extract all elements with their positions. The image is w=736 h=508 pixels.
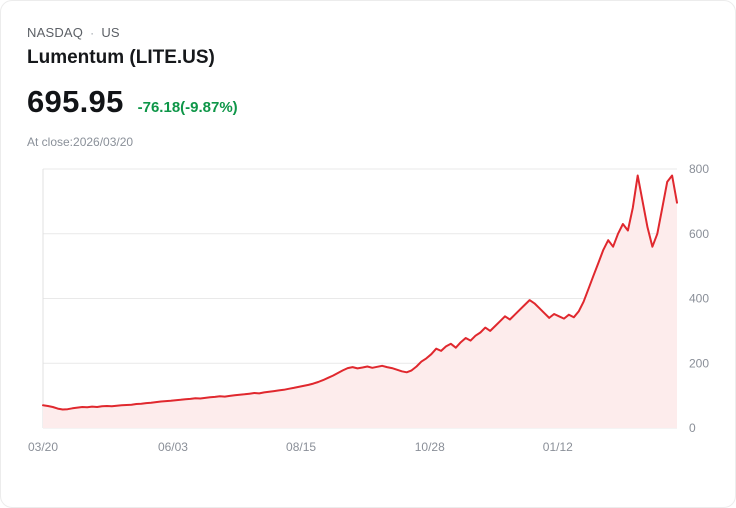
region-label: US xyxy=(101,25,120,40)
price-value: 695.95 xyxy=(27,84,124,119)
price-area xyxy=(43,175,677,428)
price-row: 695.95 -76.18(-9.87%) xyxy=(27,84,709,120)
x-axis-label: 01/12 xyxy=(543,440,573,454)
price-chart[interactable]: 0 200 400 600 800 03/20 06/03 08/15 10/28 01/12 xyxy=(17,159,719,461)
y-axis-label: 400 xyxy=(689,292,709,306)
y-axis-label: 0 xyxy=(689,421,696,435)
exchange-label: NASDAQ xyxy=(27,25,84,40)
x-axis-label: 08/15 xyxy=(286,440,316,454)
x-axis-label: 06/03 xyxy=(158,440,188,454)
separator-dot: · xyxy=(90,25,95,40)
close-time-note: At close:2026/03/20 xyxy=(27,135,134,149)
y-axis-label: 600 xyxy=(689,227,709,241)
price-chart-svg[interactable]: 0 200 400 600 800 03/20 06/03 08/15 10/28 01/12 xyxy=(17,159,721,461)
x-axis-label: 10/28 xyxy=(415,440,445,454)
y-axis-label: 200 xyxy=(689,356,709,370)
stock-title: Lumentum (LITE.US) xyxy=(27,47,215,68)
x-axis-label: 03/20 xyxy=(28,440,58,454)
price-line xyxy=(42,174,678,411)
exchange-row: NASDAQ · US xyxy=(27,25,709,40)
price-change: -76.18(-9.87%) xyxy=(137,99,238,116)
y-axis-label: 800 xyxy=(689,162,709,176)
